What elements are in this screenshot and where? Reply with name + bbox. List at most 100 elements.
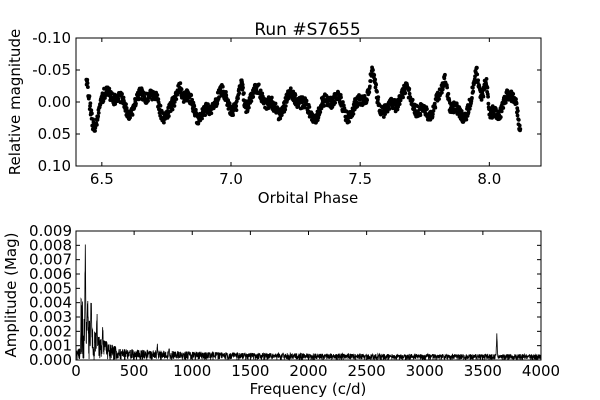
data-point [514, 97, 518, 102]
x-tick-label: 4000 [522, 362, 560, 380]
data-point [293, 93, 298, 98]
data-point [283, 104, 288, 108]
x-tick-label: 1500 [231, 362, 269, 380]
x-tick-label: 500 [120, 362, 149, 380]
lightcurve-title: Run #S7655 [254, 20, 360, 40]
data-point [234, 104, 239, 108]
x-tick-label: 3500 [464, 362, 502, 380]
x-tick-label: 1000 [173, 362, 211, 380]
data-point [190, 97, 195, 102]
y-tick-label: -0.10 [32, 29, 71, 47]
data-point [501, 106, 506, 110]
x-tick-label: 8.0 [477, 170, 501, 188]
data-point [93, 128, 97, 133]
x-tick-label: 0 [71, 362, 81, 380]
data-point [174, 97, 179, 101]
data-point [273, 101, 278, 106]
data-point [407, 86, 412, 91]
data-point [192, 104, 197, 109]
x-tick-label: 7.5 [348, 170, 372, 188]
data-point [166, 114, 171, 118]
data-point [471, 89, 476, 94]
lightcurve-y-axis: -0.10 -0.05 0.00 0.05 0.10 [32, 29, 541, 175]
data-point [470, 95, 474, 100]
data-point [96, 114, 101, 119]
data-point [387, 107, 392, 111]
data-point [425, 107, 429, 112]
spectrum-line [75, 244, 542, 362]
data-point [236, 96, 240, 101]
data-point [345, 109, 349, 114]
x-tick-label: 6.5 [90, 170, 114, 188]
data-point [240, 82, 245, 87]
data-point [206, 102, 210, 107]
data-point [503, 100, 508, 105]
data-point [224, 93, 229, 98]
data-point [376, 95, 381, 100]
data-point [322, 103, 327, 108]
data-point [515, 108, 520, 113]
data-point [412, 106, 417, 111]
lightcurve-chart: Run #S7655 6.5 7.0 7.5 8.0 -0.10 -0.05 0.00 0.… [6, 20, 542, 207]
data-point [196, 121, 201, 126]
data-point [234, 108, 239, 113]
data-point [375, 89, 379, 94]
y-tick-label: 0.008 [29, 236, 72, 254]
data-point [227, 101, 232, 106]
data-point [318, 110, 323, 114]
data-point [518, 127, 523, 131]
data-point [124, 102, 128, 107]
data-point [178, 81, 183, 86]
data-point [93, 125, 98, 130]
data-point [339, 95, 343, 100]
data-point [340, 100, 345, 104]
data-point [472, 80, 477, 85]
data-point [516, 118, 521, 122]
data-point [517, 123, 522, 128]
data-point [121, 95, 126, 100]
data-point [288, 86, 293, 91]
data-point [304, 98, 309, 103]
data-point [383, 112, 387, 117]
data-point [368, 79, 373, 84]
data-point [367, 84, 372, 89]
lightcurve-y-label: Relative magnitude [6, 29, 24, 175]
data-point [242, 91, 246, 95]
data-point [347, 119, 351, 124]
data-point [341, 103, 346, 108]
data-point [203, 113, 208, 117]
data-point [307, 105, 312, 109]
data-point [258, 88, 263, 93]
data-point [475, 65, 479, 70]
data-point [397, 102, 402, 107]
data-point [124, 106, 129, 110]
data-point [374, 82, 378, 87]
data-point [241, 85, 245, 90]
y-tick-label: 0.006 [29, 265, 72, 283]
data-point [430, 112, 435, 116]
data-point [193, 107, 198, 112]
data-point [158, 103, 163, 108]
data-point [161, 120, 166, 125]
data-point [410, 97, 415, 102]
data-point [437, 97, 441, 101]
spectrum-y-label: Amplitude (Mag) [2, 233, 20, 358]
data-point [134, 101, 138, 106]
y-tick-label: -0.05 [32, 61, 71, 79]
data-point [433, 105, 438, 110]
y-tick-label: 0.004 [29, 294, 72, 312]
y-tick-label: 0.009 [29, 222, 72, 240]
data-point [431, 109, 436, 113]
data-point [432, 101, 437, 106]
data-point [224, 90, 228, 94]
data-point [172, 104, 177, 108]
data-point [467, 106, 472, 111]
data-point [251, 94, 256, 99]
data-point [371, 68, 375, 73]
data-point [247, 95, 252, 100]
data-point [470, 85, 475, 90]
y-tick-label: 0.000 [29, 351, 72, 369]
data-point [381, 115, 386, 119]
data-point [459, 109, 464, 113]
data-point [85, 77, 90, 82]
